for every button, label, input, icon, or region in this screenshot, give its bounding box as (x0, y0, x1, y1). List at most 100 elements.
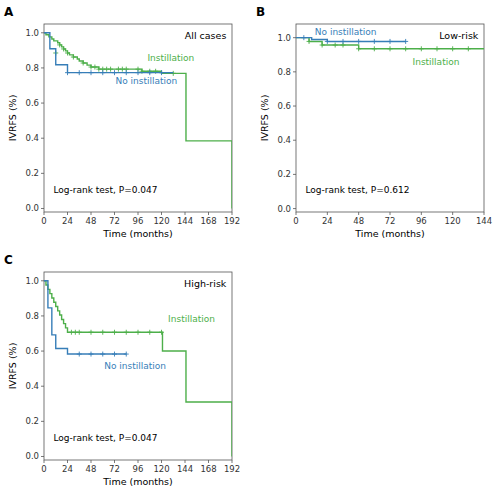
y-tick (293, 208, 296, 209)
censor-mark (341, 39, 346, 44)
x-tick (91, 460, 92, 463)
x-tick-label: 96 (133, 464, 144, 474)
x-tick-label: 48 (86, 216, 97, 226)
y-tick-label: 0.4 (25, 133, 39, 143)
censor-mark (65, 70, 70, 75)
plot-frame (44, 272, 232, 460)
y-tick (293, 106, 296, 107)
x-tick (67, 212, 68, 215)
y-tick (293, 140, 296, 141)
plot-frame (296, 24, 484, 212)
x-tick-label: 72 (109, 216, 120, 226)
x-tick (208, 460, 209, 463)
x-tick (185, 460, 186, 463)
y-tick-label: 0.0 (25, 451, 39, 461)
x-tick-label: 144 (177, 216, 193, 226)
censor-mark (100, 70, 105, 75)
x-tick (138, 460, 139, 463)
x-tick (232, 212, 233, 215)
censor-mark (124, 330, 129, 335)
censor-mark (136, 70, 141, 75)
x-tick (91, 212, 92, 215)
censor-mark (100, 352, 105, 357)
y-tick-label: 0.6 (25, 98, 39, 108)
y-tick (41, 386, 44, 387)
x-tick (484, 212, 485, 215)
y-tick-label: 0.0 (277, 204, 291, 214)
panel: 0244872961201440.00.20.40.60.81.0Time (m… (256, 5, 492, 239)
page: {"chart_data": [ {"type": "step", "title… (0, 0, 495, 500)
censor-mark (81, 61, 86, 66)
y-tick-label: 0.4 (277, 135, 291, 145)
y-tick-label: 0.0 (25, 203, 39, 213)
y-tick (41, 32, 44, 33)
censor-mark (159, 70, 164, 75)
panel: 0244872961201441681920.00.20.40.60.81.0T… (4, 253, 240, 487)
x-tick (421, 212, 422, 215)
x-tick (185, 212, 186, 215)
censor-mark (159, 330, 164, 335)
annotation: Log-rank test, P=0.612 (305, 185, 409, 195)
censor-mark (356, 39, 361, 44)
x-tick (161, 212, 162, 215)
y-tick (41, 456, 44, 457)
x-tick (44, 460, 45, 463)
panel-letter: B (256, 5, 265, 19)
x-tick-label: 48 (86, 464, 97, 474)
panel-title: Low-risk (439, 30, 479, 41)
y-axis-label: IVRFS (%) (7, 343, 18, 390)
censor-mark (57, 42, 62, 47)
x-tick (232, 460, 233, 463)
x-tick-label: 0 (41, 464, 46, 474)
censor-mark (71, 55, 76, 60)
y-tick (293, 37, 296, 38)
censor-mark (372, 39, 377, 44)
x-tick-label: 24 (322, 216, 333, 226)
censor-mark (77, 70, 82, 75)
censor-mark (388, 46, 393, 51)
survival-curve (44, 281, 232, 457)
x-tick (67, 460, 68, 463)
censor-mark (77, 352, 82, 357)
survival-curve (296, 38, 406, 42)
x-tick-label: 168 (200, 216, 216, 226)
x-axis-label: Time (months) (102, 228, 172, 239)
censor-mark (89, 352, 94, 357)
panel-letter: A (4, 5, 14, 19)
x-tick (138, 212, 139, 215)
x-tick (44, 212, 45, 215)
y-tick-label: 0.6 (277, 101, 291, 111)
y-tick (41, 138, 44, 139)
censor-mark (100, 330, 105, 335)
annotation: Log-rank test, P=0.047 (53, 185, 157, 195)
censor-mark (356, 46, 361, 51)
x-tick-label: 120 (153, 464, 169, 474)
x-tick-label: 120 (445, 216, 461, 226)
y-tick-label: 0.8 (25, 311, 39, 321)
series-label: No instillation (115, 76, 177, 86)
y-tick-label: 0.2 (25, 416, 39, 426)
x-tick (114, 460, 115, 463)
figure: 0244872961201441681920.00.20.40.60.81.0T… (0, 0, 495, 500)
x-tick (390, 212, 391, 215)
plot-frame (44, 24, 232, 212)
x-tick-label: 96 (133, 216, 144, 226)
x-tick (296, 212, 297, 215)
censor-mark (108, 67, 113, 72)
censor-mark (147, 330, 152, 335)
y-tick-label: 1.0 (25, 276, 39, 286)
y-tick-label: 0.8 (277, 67, 291, 77)
y-tick-label: 1.0 (277, 33, 291, 43)
censor-mark (403, 46, 408, 51)
plot-data (44, 281, 232, 457)
x-tick (358, 212, 359, 215)
y-tick-label: 0.4 (25, 381, 39, 391)
y-tick (41, 315, 44, 316)
x-tick-label: 48 (353, 216, 364, 226)
x-tick (208, 212, 209, 215)
y-tick (41, 208, 44, 209)
y-tick (41, 421, 44, 422)
y-tick-label: 0.6 (25, 346, 39, 356)
series-label: No instillation (104, 361, 166, 371)
censor-mark (112, 330, 117, 335)
